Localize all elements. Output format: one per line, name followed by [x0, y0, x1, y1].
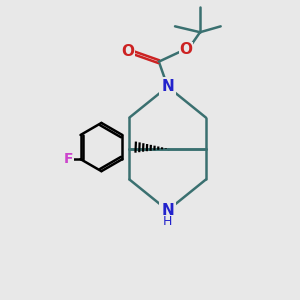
Text: N: N	[161, 79, 174, 94]
Text: O: O	[180, 42, 193, 57]
Text: H: H	[163, 215, 172, 228]
Text: F: F	[63, 152, 73, 166]
Text: O: O	[121, 44, 134, 59]
Text: N: N	[161, 203, 174, 218]
